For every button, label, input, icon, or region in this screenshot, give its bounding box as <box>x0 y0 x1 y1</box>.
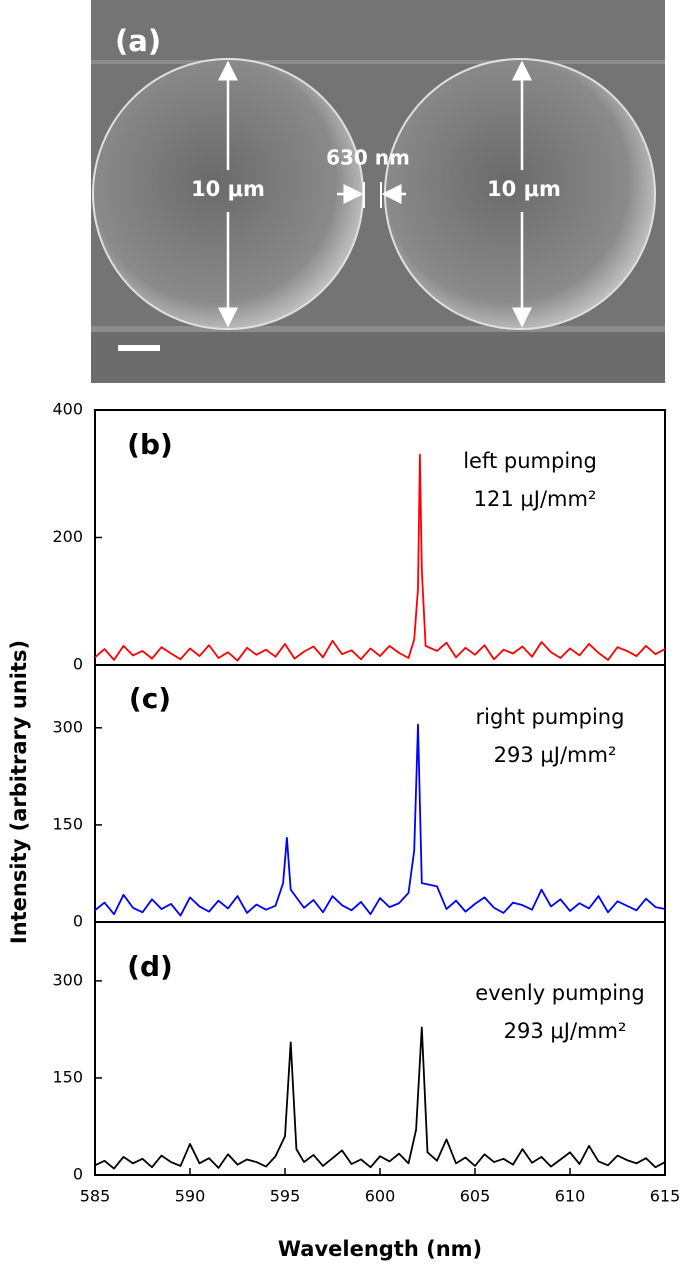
annotation: left pumping <box>463 449 597 473</box>
gap-label: 630 nm <box>326 146 410 170</box>
y-tick-label: 300 <box>52 970 83 989</box>
plot-frame <box>94 409 666 1176</box>
y-tick-label: 400 <box>52 400 83 419</box>
x-tick-label: 600 <box>365 1187 396 1206</box>
annotation: 293 μJ/mm² <box>504 1019 627 1043</box>
annotation: 293 μJ/mm² <box>494 743 617 767</box>
spectrum-line <box>94 453 666 662</box>
sem-image: (a) 10 μm 10 μm 630 nm <box>91 0 665 383</box>
x-tick-label: 615 <box>650 1187 681 1206</box>
x-tick-label: 585 <box>80 1187 111 1206</box>
panel-label: (d) <box>127 950 173 983</box>
y-tick-label: 300 <box>52 717 83 736</box>
panel-label: (a) <box>115 24 161 58</box>
panel-label: (c) <box>129 682 171 715</box>
y-tick-label: 150 <box>52 1067 83 1086</box>
diameter-label: 10 μm <box>487 177 561 201</box>
annotation: evenly pumping <box>475 981 644 1005</box>
y-tick-label: 0 <box>73 1165 83 1184</box>
x-tick-label: 605 <box>460 1187 491 1206</box>
y-tick-label: 0 <box>73 655 83 674</box>
spectrum-line <box>94 723 666 917</box>
spectrum-line <box>94 1026 666 1170</box>
panel-label: (b) <box>127 428 173 461</box>
y-axis-title: Intensity (arbitrary units) <box>7 640 31 944</box>
annotation: right pumping <box>476 705 625 729</box>
y-tick-label: 0 <box>73 912 83 931</box>
x-tick-label: 590 <box>175 1187 206 1206</box>
x-axis-title: Wavelength (nm) <box>278 1237 482 1261</box>
y-tick-label: 200 <box>52 527 83 546</box>
y-tick-label: 150 <box>52 814 83 833</box>
x-tick-label: 595 <box>270 1187 301 1206</box>
diameter-label: 10 μm <box>191 177 265 201</box>
annotation: 121 μJ/mm² <box>474 487 597 511</box>
x-tick-label: 610 <box>555 1187 586 1206</box>
